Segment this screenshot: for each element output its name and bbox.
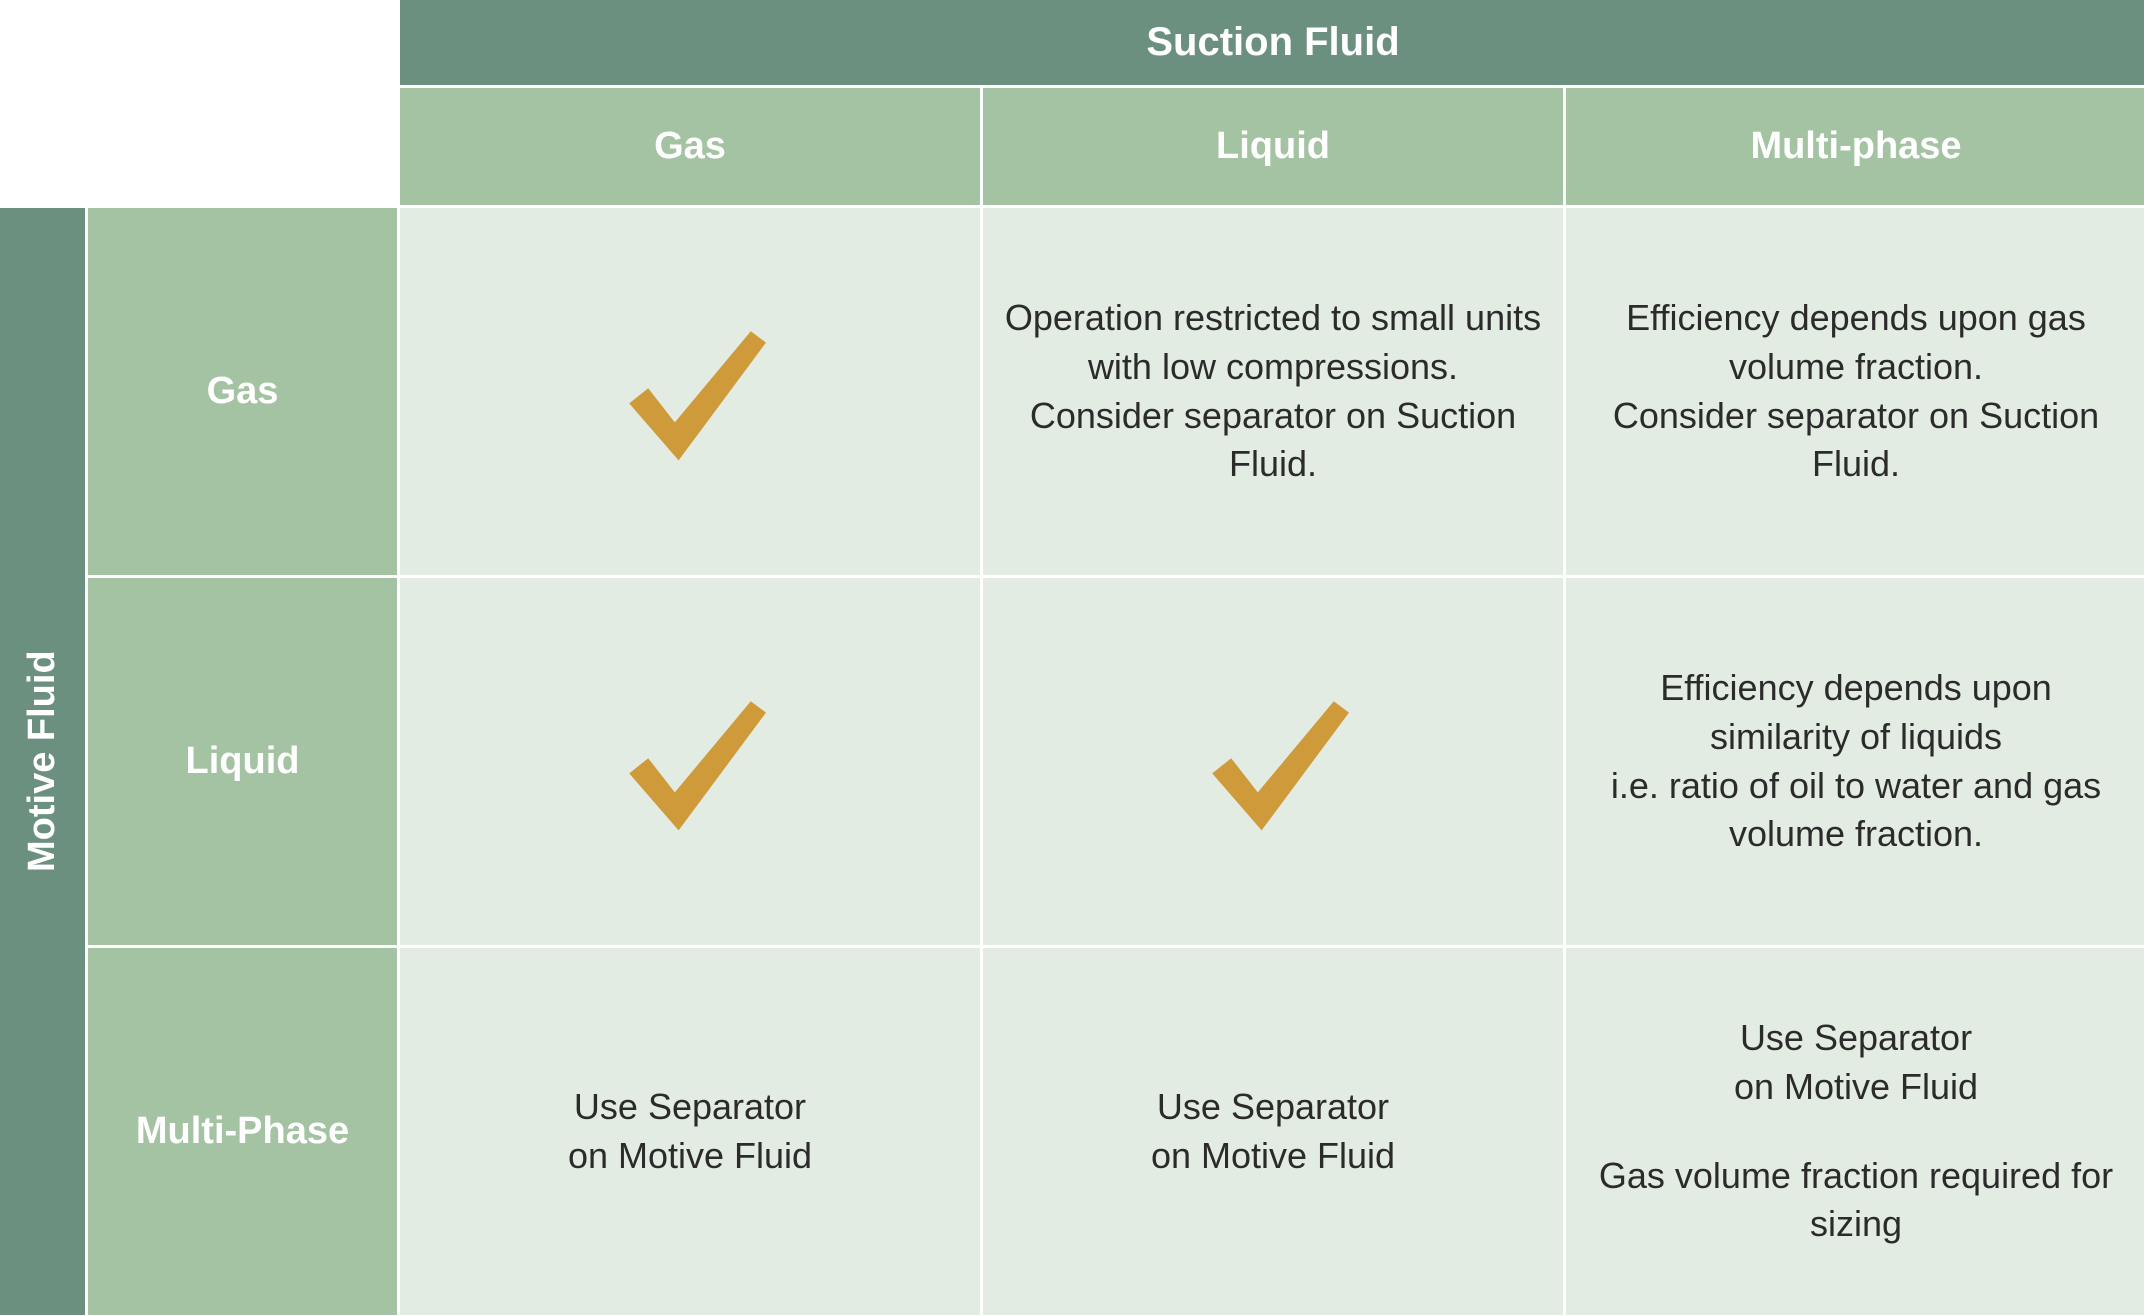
cell-gas-multiphase: Efficiency depends upon gas volume fract…: [1563, 205, 2144, 575]
check-icon: [595, 297, 785, 487]
cell-multiphase-liquid: Use Separatoron Motive Fluid: [980, 945, 1563, 1315]
corner-blank-1: [0, 0, 397, 85]
col-header-gas: Gas: [397, 85, 980, 205]
row-super-header-label: Motive Fluid: [21, 651, 64, 873]
cell-gas-gas: [397, 205, 980, 575]
row-header-multiphase: Multi-Phase: [85, 945, 397, 1315]
cell-liquid-liquid: [980, 575, 1563, 945]
row-header-label: Gas: [207, 370, 279, 413]
cell-text: Use Separatoron Motive Fluid: [1586, 1014, 2126, 1111]
fluid-matrix-table: Suction Fluid Gas Liquid Multi-phase Mot…: [0, 0, 2144, 1316]
col-super-header-label: Suction Fluid: [1146, 20, 1399, 65]
cell-text: Efficiency depends upon similarity of li…: [1586, 664, 2126, 858]
row-header-label: Liquid: [186, 740, 300, 783]
col-header-multiphase: Multi-phase: [1563, 85, 2144, 205]
col-header-label: Multi-phase: [1750, 125, 1961, 168]
col-header-label: Gas: [654, 125, 726, 168]
row-super-header: Motive Fluid: [0, 205, 85, 1315]
cell-multiphase-multiphase: Use Separatoron Motive Fluid Gas volume f…: [1563, 945, 2144, 1315]
cell-text: Use Separatoron Motive Fluid: [568, 1083, 812, 1180]
check-icon: [1178, 667, 1368, 857]
corner-blank-2: [0, 85, 397, 205]
col-header-label: Liquid: [1216, 125, 1330, 168]
table-grid: Suction Fluid Gas Liquid Multi-phase Mot…: [0, 0, 2144, 1316]
cell-liquid-multiphase: Efficiency depends upon similarity of li…: [1563, 575, 2144, 945]
row-header-gas: Gas: [85, 205, 397, 575]
cell-multiphase-gas: Use Separatoron Motive Fluid: [397, 945, 980, 1315]
check-icon: [595, 667, 785, 857]
cell-multi-block: Use Separatoron Motive Fluid Gas volume f…: [1586, 1014, 2126, 1248]
row-header-label: Multi-Phase: [136, 1110, 349, 1153]
cell-text: Use Separatoron Motive Fluid: [1151, 1083, 1395, 1180]
col-header-liquid: Liquid: [980, 85, 1563, 205]
cell-text: Efficiency depends upon gas volume fract…: [1586, 294, 2126, 488]
cell-gas-liquid: Operation restricted to small units with…: [980, 205, 1563, 575]
row-header-liquid: Liquid: [85, 575, 397, 945]
cell-text: Operation restricted to small units with…: [1003, 294, 1543, 488]
cell-text: Gas volume fraction required for sizing: [1586, 1152, 2126, 1249]
col-super-header: Suction Fluid: [397, 0, 2144, 85]
cell-liquid-gas: [397, 575, 980, 945]
